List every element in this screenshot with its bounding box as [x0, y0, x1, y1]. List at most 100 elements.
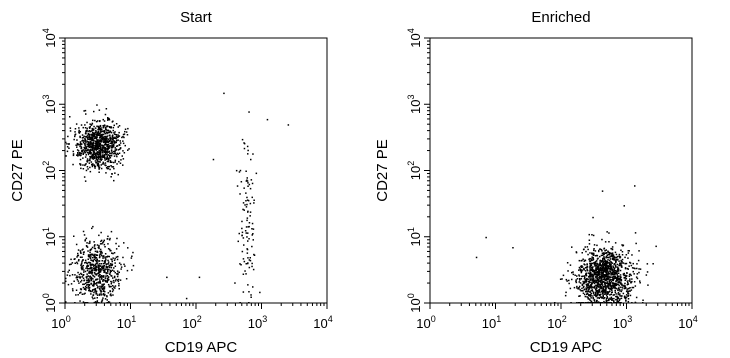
data-point — [75, 123, 78, 125]
data-point — [602, 266, 605, 269]
data-point — [101, 300, 103, 302]
data-point — [237, 240, 239, 243]
data-point — [101, 149, 103, 151]
data-point — [113, 259, 116, 261]
data-point — [591, 252, 593, 254]
data-point — [251, 182, 254, 185]
data-point — [598, 263, 601, 265]
data-point — [631, 254, 633, 256]
data-point — [617, 258, 619, 261]
data-point — [76, 254, 79, 257]
data-point — [108, 155, 111, 158]
data-point — [104, 257, 106, 259]
data-point — [596, 277, 599, 280]
data-point — [619, 277, 621, 280]
data-point — [87, 159, 89, 162]
data-point — [633, 281, 636, 283]
data-point — [613, 302, 615, 304]
data-point — [590, 273, 592, 275]
data-point — [611, 279, 614, 281]
data-point — [94, 269, 96, 272]
data-point — [109, 248, 111, 251]
data-point — [603, 270, 605, 273]
data-point — [615, 261, 617, 264]
data-point — [617, 278, 620, 281]
data-point — [611, 298, 613, 300]
data-point — [110, 283, 113, 285]
data-point — [107, 283, 110, 286]
data-point — [114, 271, 116, 274]
data-point — [601, 267, 604, 269]
data-point — [596, 279, 599, 281]
data-point — [91, 263, 93, 266]
data-point — [99, 271, 101, 273]
data-point — [625, 275, 627, 278]
data-point — [595, 281, 597, 283]
data-point — [109, 154, 111, 157]
data-point — [99, 280, 101, 283]
data-point — [75, 144, 77, 146]
data-point — [98, 294, 101, 296]
data-point — [623, 284, 625, 287]
data-point — [97, 128, 99, 131]
data-point — [581, 266, 584, 268]
data-point — [88, 288, 91, 290]
data-point — [84, 302, 87, 304]
data-point — [110, 270, 112, 272]
data-point — [100, 292, 102, 294]
data-point — [587, 289, 590, 291]
data-point — [86, 277, 88, 279]
data-point — [92, 138, 94, 141]
data-point — [612, 266, 615, 269]
data-point — [645, 274, 648, 276]
data-point — [287, 124, 290, 126]
data-point — [605, 289, 607, 291]
data-point — [106, 278, 109, 280]
data-point — [94, 273, 96, 275]
data-point — [618, 260, 620, 262]
data-point — [84, 240, 86, 242]
data-point — [579, 288, 581, 291]
data-point — [96, 260, 99, 262]
data-point — [84, 124, 86, 126]
data-point — [95, 254, 97, 256]
data-point — [246, 248, 249, 251]
data-point — [619, 293, 621, 295]
data-point — [628, 265, 630, 267]
data-point — [84, 137, 86, 140]
data-point — [627, 287, 629, 290]
data-point — [242, 202, 245, 204]
data-point — [85, 135, 88, 138]
data-point — [606, 286, 609, 288]
data-point — [587, 253, 589, 256]
data-point — [96, 147, 98, 149]
data-point — [112, 139, 114, 141]
data-point — [603, 274, 605, 276]
data-point — [103, 294, 106, 297]
data-point — [618, 284, 620, 287]
data-point — [86, 143, 88, 146]
data-point — [592, 254, 595, 256]
data-point — [620, 286, 622, 288]
data-point — [72, 289, 74, 292]
data-point — [595, 273, 597, 276]
data-point — [130, 257, 133, 259]
data-point — [594, 262, 597, 265]
data-point — [101, 154, 104, 156]
data-point — [607, 271, 610, 273]
data-point — [609, 265, 612, 267]
data-point — [113, 137, 116, 139]
data-point — [623, 287, 626, 290]
data-point — [106, 147, 109, 150]
data-point — [565, 291, 567, 294]
data-point — [616, 299, 618, 301]
data-point — [86, 129, 88, 132]
data-point — [598, 285, 600, 288]
data-point — [89, 242, 91, 244]
data-point — [612, 265, 614, 267]
data-point — [104, 246, 106, 248]
data-point — [250, 179, 253, 181]
data-point — [98, 287, 101, 290]
data-point — [86, 279, 88, 281]
